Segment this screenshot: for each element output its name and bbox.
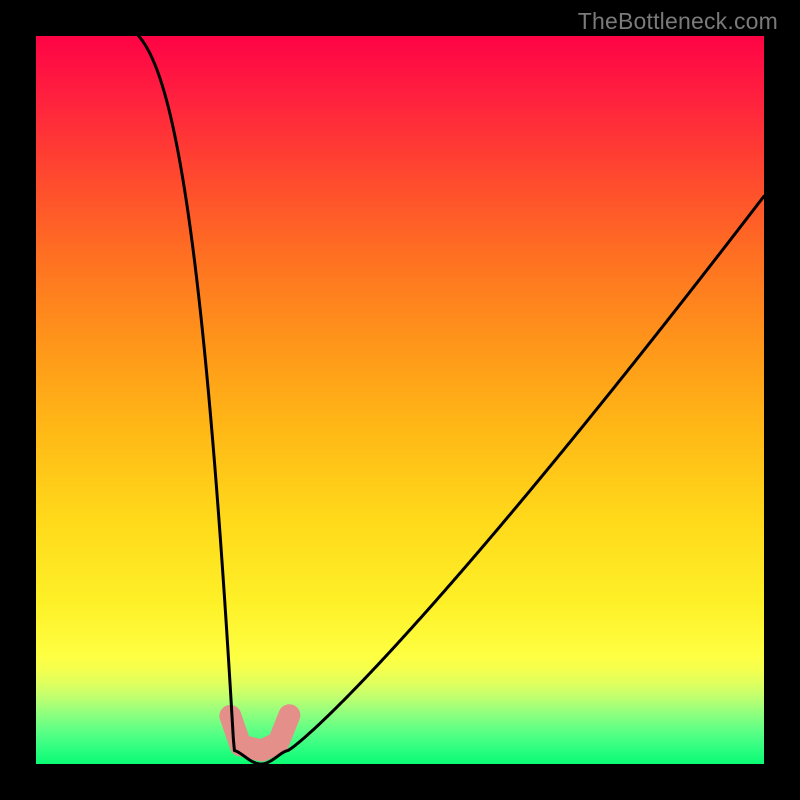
watermark-label: TheBottleneck.com — [578, 8, 778, 35]
bottleneck-chart-canvas — [0, 0, 800, 800]
chart-stage: TheBottleneck.com — [0, 0, 800, 800]
